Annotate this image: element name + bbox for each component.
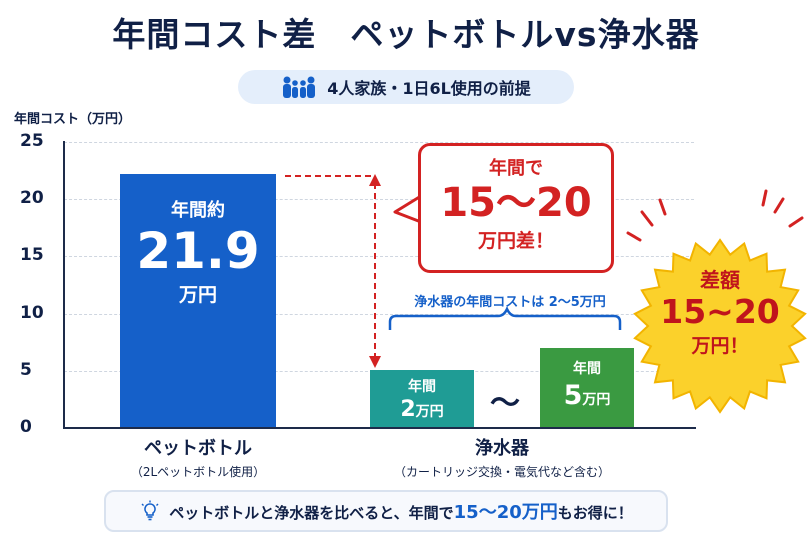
premise-text: 4人家族・1日6L使用の前提 xyxy=(327,79,531,98)
purifier-brace xyxy=(388,305,622,330)
bar-max-value: 5 xyxy=(563,380,583,411)
footer-highlight: 15〜20万円 xyxy=(453,502,558,523)
bar-pet-bottle: 年間約 21.9 万円 xyxy=(120,174,276,427)
callout-line2: 15〜20 xyxy=(440,180,592,226)
x-category-purifier: 浄水器 （カートリッジ交換・電気代など含む） xyxy=(370,434,634,480)
x-category-pet: ペットボトル （2Lペットボトル使用） xyxy=(110,434,286,480)
bar-pet-label-top: 年間約 xyxy=(171,200,225,221)
callout-line1: 年間で xyxy=(489,158,543,179)
x-category-pet-name: ペットボトル xyxy=(144,438,252,459)
bar-purifier-min: 年間 2万円 xyxy=(370,370,474,427)
purifier-range-label: 浄水器の年間コストは 2〜5万円 xyxy=(414,295,606,310)
bar-pet-value: 21.9 xyxy=(136,222,260,280)
x-axis xyxy=(63,427,696,429)
bar-min-value: 2 xyxy=(400,397,416,422)
x-category-purifier-name: 浄水器 xyxy=(475,438,529,459)
bar-purifier-max: 年間 5万円 xyxy=(540,348,634,427)
y-tick-5: 5 xyxy=(20,360,32,380)
y-tick-10: 10 xyxy=(20,303,44,323)
x-category-pet-desc: （2Lペットボトル使用） xyxy=(130,465,266,479)
difference-callout: 年間で 15〜20 万円差！ xyxy=(418,143,614,273)
x-category-purifier-desc: （カートリッジ交換・電気代など含む） xyxy=(393,465,610,479)
footer-note: ペットボトルと浄水器を比べると、年間で15〜20万円もお得に！ xyxy=(104,490,668,532)
bar-pet-unit: 万円 xyxy=(178,284,217,306)
y-tick-15: 15 xyxy=(20,245,44,265)
gridline xyxy=(64,199,694,200)
y-tick-20: 20 xyxy=(20,188,44,208)
gridline xyxy=(64,314,694,315)
premise-badge: 4人家族・1日6L使用の前提 xyxy=(238,70,574,104)
callout-line3: 万円差！ xyxy=(477,230,554,252)
bar-max-label-top: 年間 xyxy=(573,361,601,377)
page-title: 年間コスト差 ペットボトルvs浄水器 xyxy=(112,15,700,54)
bar-min-unit: 万円 xyxy=(415,404,444,420)
y-axis xyxy=(63,141,65,428)
lightbulb-icon xyxy=(141,500,159,521)
footer-text-post: もお得に！ xyxy=(557,504,633,522)
burst-line1: 差額 xyxy=(700,268,740,292)
bar-max-unit: 万円 xyxy=(582,392,611,408)
bar-min-label-top: 年間 xyxy=(408,379,436,395)
diff-arrow-head-up xyxy=(369,174,381,186)
diff-arrow-head-down xyxy=(369,356,381,368)
burst-text: 差額 15~20 万円！ xyxy=(632,264,808,358)
savings-burst xyxy=(633,238,807,414)
y-axis-label: 年間コスト（万円） xyxy=(14,112,132,127)
y-tick-0: 0 xyxy=(20,417,32,437)
family-icon xyxy=(283,76,316,98)
burst-line3: 万円！ xyxy=(691,335,749,357)
y-tick-25: 25 xyxy=(20,131,44,151)
range-tilde: 〜 xyxy=(490,386,520,421)
gridline xyxy=(64,142,694,143)
footer-text-pre: ペットボトルと浄水器を比べると、年間で xyxy=(169,504,454,522)
burst-line2: 15~20 xyxy=(660,292,780,331)
gridline xyxy=(64,256,694,257)
